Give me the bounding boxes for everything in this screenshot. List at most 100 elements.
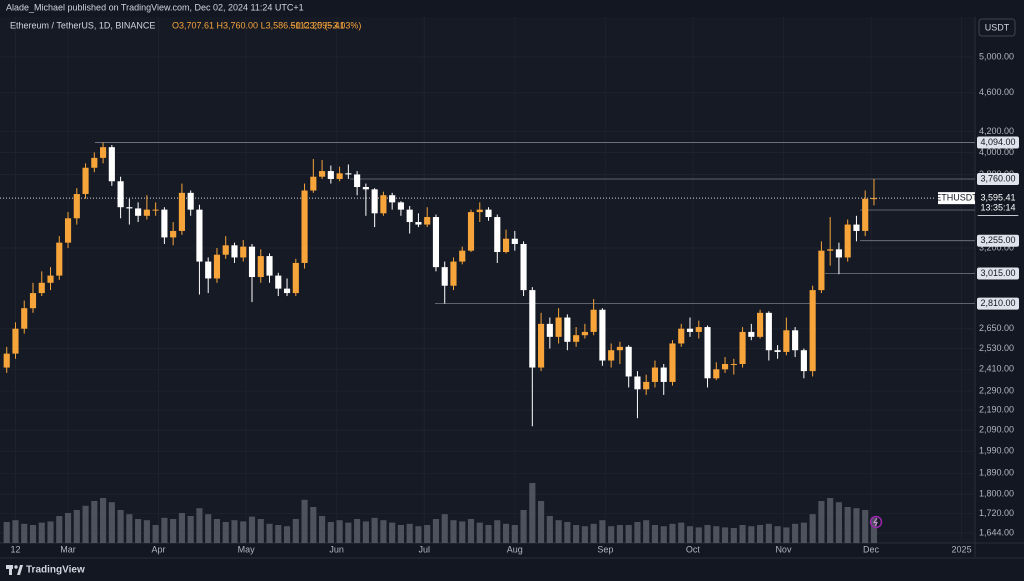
candle-body (695, 327, 702, 332)
y-tick-label: 4,200.00 (979, 126, 1014, 136)
candle-body (520, 243, 527, 291)
candle-body (275, 275, 282, 289)
logo-part (9, 565, 12, 575)
candle-body (634, 376, 641, 390)
candle-body (64, 218, 72, 243)
candle-body (292, 262, 299, 294)
volume-bar (240, 521, 247, 543)
candle-body (792, 330, 799, 351)
volume-bar (757, 525, 764, 543)
volume-bar (730, 528, 737, 543)
logo-part (17, 565, 23, 575)
tradingview-logo (6, 565, 23, 575)
candle-body (432, 217, 440, 268)
plot-area (0, 17, 975, 543)
volume-bar (441, 514, 448, 543)
currency-box[interactable] (978, 18, 1016, 37)
volume-bar (380, 520, 387, 543)
candle-body (467, 212, 475, 251)
volume-bar (345, 522, 352, 543)
volume-bar (721, 527, 729, 543)
candle-body (862, 198, 869, 231)
candle-body (143, 209, 150, 216)
volume-bar (835, 502, 842, 543)
plot (0, 17, 975, 543)
candle-body (310, 176, 317, 191)
level-label: 2,810.00 (980, 298, 1015, 308)
volume-bar (765, 523, 772, 543)
candle-body (345, 173, 352, 175)
volume-bar (12, 520, 19, 543)
candle-body (441, 267, 448, 286)
volume-bar (800, 522, 807, 543)
countdown: 13:35:14 (980, 203, 1015, 213)
candle-body (56, 242, 63, 276)
candle-body (178, 192, 185, 231)
candle-body (748, 331, 755, 337)
volume-bar (266, 523, 273, 543)
volume-bar (870, 517, 878, 543)
candle-body (678, 328, 685, 344)
candle-body (283, 288, 291, 294)
candle-body (424, 217, 431, 225)
volume-bar (625, 525, 632, 543)
candle-body (774, 350, 781, 352)
x-tick-label: 2025 (952, 544, 972, 554)
candle-body (12, 328, 19, 354)
candle-body (29, 293, 37, 309)
alert-icon[interactable] (869, 515, 883, 529)
volume-bar (511, 525, 518, 543)
candle-body (231, 245, 238, 258)
candle-body (100, 147, 107, 158)
candle-body (827, 249, 834, 251)
volume-bar (187, 516, 194, 543)
last-price-box (977, 192, 1019, 216)
candle-body (319, 171, 326, 177)
level-label-box (977, 297, 1019, 310)
volume-bar (853, 508, 860, 543)
candle-body (555, 317, 562, 337)
level-label-box (977, 172, 1019, 185)
volume-bar (450, 520, 457, 543)
level-label: 3,015.00 (980, 268, 1015, 278)
volume-bar (643, 520, 650, 543)
y-tick-label: 4,000.00 (979, 147, 1014, 157)
x-tick-label: Oct (686, 544, 701, 554)
volume-bar (634, 522, 641, 543)
volume-bar (108, 502, 115, 543)
x-tick-label: Dec (863, 544, 880, 554)
x-tick-label: Jul (419, 544, 431, 554)
candle-body (21, 308, 28, 329)
candle-body (362, 187, 369, 190)
level-label-box (977, 136, 1019, 149)
volume-bar (581, 526, 588, 543)
candle-body (625, 346, 632, 377)
candle-body (222, 245, 229, 255)
y-tick-label: 5,000.00 (979, 51, 1014, 61)
volume-bar (818, 501, 825, 543)
volume-bar (152, 525, 159, 543)
candle-body (853, 224, 860, 231)
candle-body (152, 209, 159, 211)
last-price-label: 3,595.41 (980, 193, 1015, 203)
volume-bar (608, 526, 615, 543)
volume-bar (564, 522, 571, 543)
candle-body (213, 254, 221, 279)
volume-bar (467, 519, 475, 543)
candle-body (3, 353, 10, 368)
volume-bar (56, 516, 63, 543)
volume-bar (327, 522, 334, 543)
volume-bar (126, 514, 133, 543)
candle-body (739, 331, 746, 365)
alert-bolt (873, 517, 878, 527)
volume-bar (792, 523, 799, 543)
candle-body (161, 209, 168, 238)
candle-body (564, 317, 571, 342)
volume-bar (100, 498, 107, 543)
volume-bar (555, 520, 562, 543)
volume-bar (590, 523, 597, 543)
volume-bar (809, 514, 816, 543)
x-tick-label: May (238, 544, 256, 554)
footer-brand: TradingView (26, 565, 85, 576)
x-tick-label: Sep (597, 544, 613, 554)
